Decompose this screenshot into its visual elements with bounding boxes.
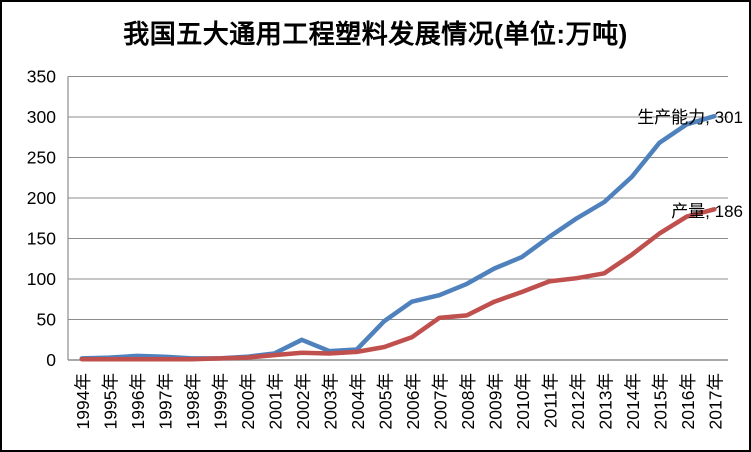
series-end-label-output: 产量, 186 (671, 202, 743, 221)
y-tick-label: 300 (27, 107, 56, 127)
x-tick-label: 1997年 (155, 373, 175, 429)
y-tick-label: 250 (27, 148, 56, 168)
x-tick-label: 2010年 (513, 373, 533, 429)
series-end-label-capacity: 生产能力, 301 (637, 108, 743, 127)
x-tick-label: 2016年 (678, 373, 698, 429)
y-tick-label: 150 (27, 229, 56, 249)
y-tick-label: 0 (46, 350, 56, 370)
x-tick-label: 2003年 (320, 373, 340, 429)
x-tick-label: 1995年 (100, 373, 120, 429)
y-tick-label: 100 (27, 269, 56, 289)
x-tick-label: 1994年 (73, 373, 93, 429)
x-tick-label: 2015年 (650, 373, 670, 429)
series-line-capacity (79, 113, 717, 361)
x-tick-label: 2011年 (540, 373, 560, 428)
x-tick-label: 2000年 (238, 373, 258, 429)
x-tick-label: 2001年 (265, 373, 285, 429)
x-tick-label: 1996年 (128, 373, 148, 429)
y-tick-label: 50 (37, 310, 57, 330)
x-tick-label: 2013年 (595, 373, 615, 429)
x-tick-label: 2005年 (375, 373, 395, 429)
x-tick-label: 1998年 (183, 373, 203, 429)
x-tick-label: 2004年 (348, 373, 368, 429)
x-tick-label: 2006年 (403, 373, 423, 429)
x-tick-label: 2007年 (430, 373, 450, 429)
series-line-output (79, 207, 717, 362)
x-tick-label: 2012年 (568, 373, 588, 429)
x-tick-label: 2008年 (458, 373, 478, 429)
x-tick-label: 1999年 (210, 373, 230, 429)
chart-title: 我国五大通用工程塑料发展情况(单位:万吨) (123, 19, 628, 49)
x-tick-label: 2014年 (623, 373, 643, 429)
x-tick-label: 2009年 (485, 373, 505, 429)
x-tick-label: 2017年 (705, 373, 725, 429)
y-tick-label: 200 (27, 188, 56, 208)
x-tick-label: 2002年 (293, 373, 313, 429)
y-tick-label: 350 (27, 67, 56, 87)
